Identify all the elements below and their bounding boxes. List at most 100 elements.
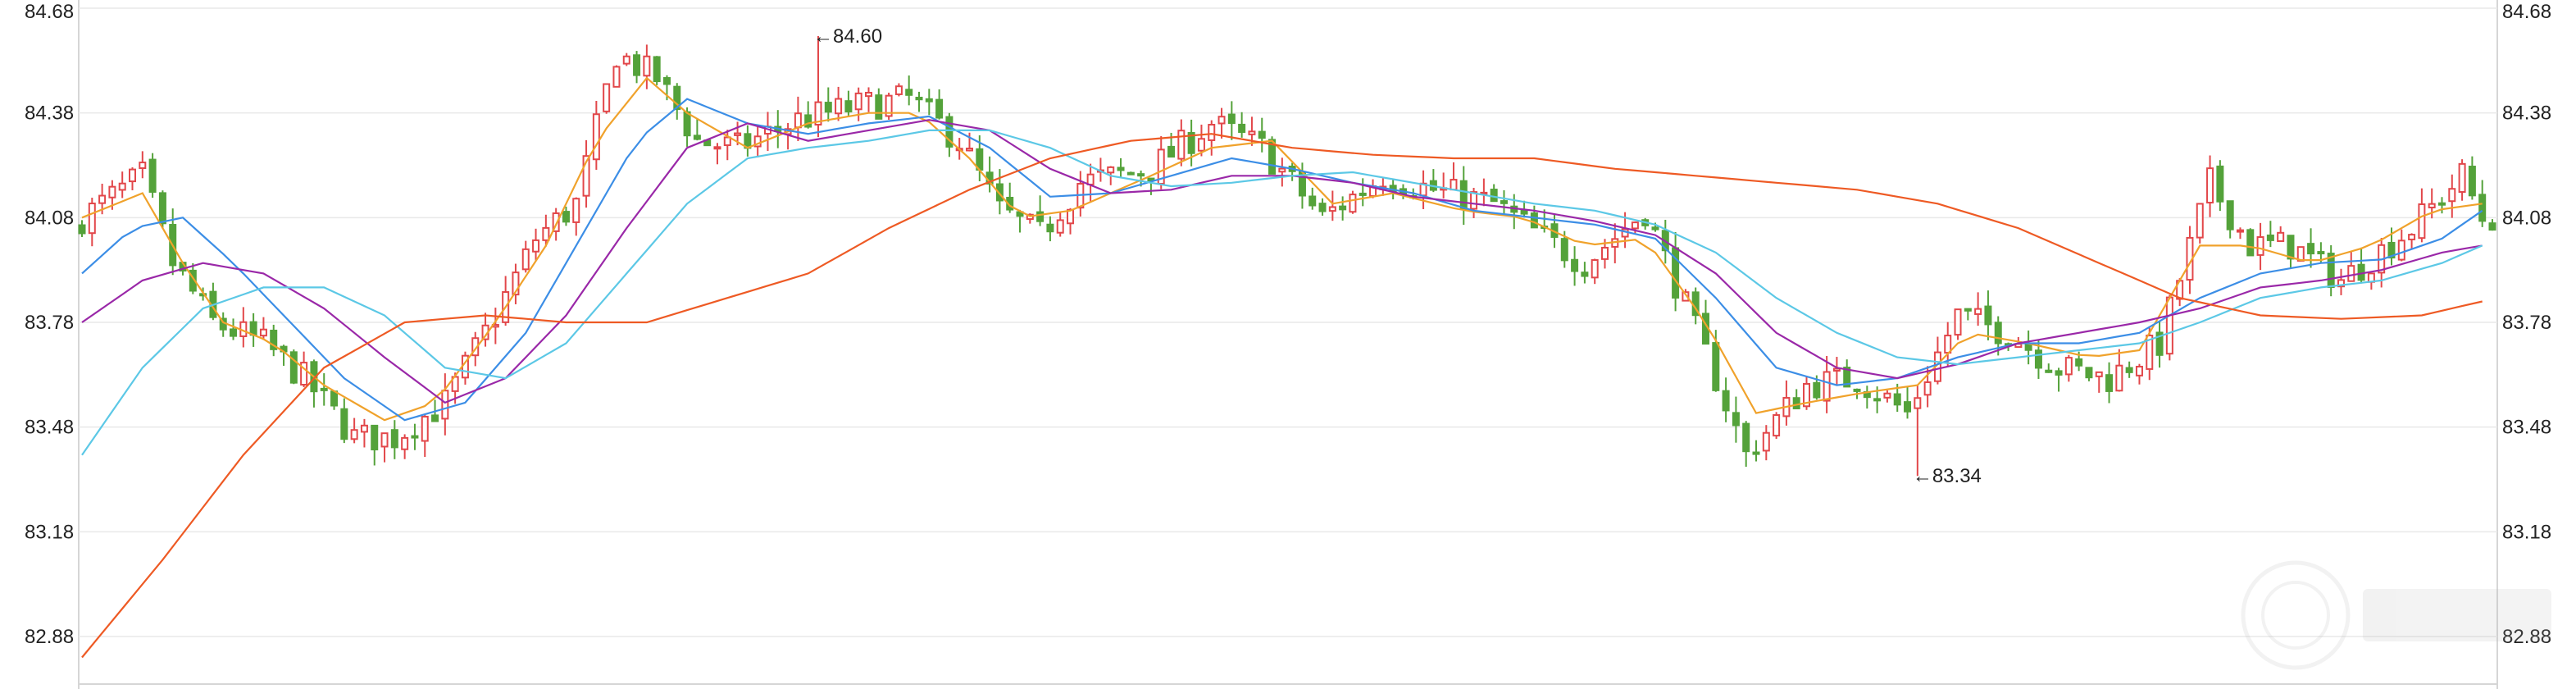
candle — [461, 351, 469, 385]
candle-body-down — [330, 390, 339, 407]
y-tick-label-right: 84.38 — [2502, 103, 2551, 125]
y-tick-label-right: 84.68 — [2502, 1, 2551, 23]
candle-body-up — [1954, 308, 1962, 336]
candle — [2055, 367, 2063, 392]
candle-body-up — [885, 94, 893, 117]
candle-body-up — [108, 185, 116, 198]
candle-body-down — [1238, 123, 1246, 133]
candle — [360, 418, 368, 448]
candle — [2064, 354, 2073, 382]
candle-body-up — [1248, 130, 1256, 135]
candle-body-up — [603, 83, 611, 112]
candle — [794, 96, 802, 142]
candle — [330, 390, 339, 410]
candle-body-down — [1873, 398, 1882, 402]
candle-body-up — [380, 432, 389, 448]
candle-body-up — [421, 415, 429, 442]
candle — [532, 228, 540, 261]
candle — [219, 312, 227, 337]
candle — [875, 88, 883, 120]
candle-body-down — [2287, 235, 2295, 260]
candle — [814, 36, 822, 138]
candle — [209, 282, 217, 321]
candle — [2146, 326, 2154, 381]
candle-body-down — [249, 321, 257, 336]
candle — [2135, 363, 2143, 385]
candle-body-down — [1167, 145, 1176, 158]
candle-body-up — [1217, 116, 1226, 125]
candle-body-up — [552, 212, 560, 232]
y-tick-label-left: 83.48 — [25, 417, 74, 439]
y-tick-label-right: 83.78 — [2502, 312, 2551, 334]
candle-body-down — [905, 89, 913, 96]
candle-body-down — [148, 158, 157, 193]
candle — [148, 153, 157, 198]
candle — [1742, 421, 1750, 468]
moving-average-line — [81, 119, 2483, 404]
candle-body-down — [1137, 173, 1145, 177]
candle-body-down — [2226, 200, 2234, 230]
candle-body-up — [360, 424, 368, 433]
candle — [2125, 361, 2133, 378]
candle-body-up — [622, 55, 630, 65]
candle — [753, 125, 762, 157]
candle — [1954, 308, 1962, 340]
candle-body-down — [2024, 343, 2032, 351]
candle — [2307, 228, 2315, 268]
candle — [723, 130, 731, 161]
candle — [945, 112, 953, 157]
y-tick-label-left: 83.78 — [25, 312, 74, 334]
candle — [1571, 246, 1579, 286]
candle — [1933, 336, 1941, 385]
candle — [320, 373, 328, 406]
candle-body-up — [2256, 236, 2264, 256]
candle — [824, 87, 832, 122]
candle — [1732, 396, 1740, 443]
candle-body-down — [2478, 194, 2487, 222]
candle-body-up — [2115, 364, 2123, 392]
candle — [2448, 174, 2456, 218]
moving-average-lines — [81, 76, 2483, 659]
candle-body-down — [1459, 180, 1468, 210]
y-tick-label-right: 84.08 — [2502, 207, 2551, 229]
candle — [905, 75, 913, 106]
candle-body-down — [1339, 205, 1347, 211]
candle — [1974, 292, 1982, 326]
candle — [985, 156, 994, 193]
candle-body-up — [521, 248, 530, 271]
candle-body-down — [2437, 202, 2446, 206]
candle-body-down — [1813, 381, 1821, 399]
candle-body-down — [1227, 113, 1236, 125]
candles — [78, 36, 2496, 477]
candle — [1349, 190, 1357, 214]
candle — [350, 418, 358, 444]
candle-body-up — [350, 429, 358, 440]
candle-body-down — [2045, 369, 2053, 373]
candle — [1782, 380, 1791, 426]
candle — [1480, 178, 1488, 207]
candle — [1006, 182, 1014, 213]
candle-body-down — [289, 351, 298, 384]
candle — [1843, 359, 1851, 388]
candle-body-up — [2146, 335, 2154, 370]
candle-body-up — [1773, 413, 1781, 437]
candle-body-up — [723, 136, 731, 147]
candle-body-down — [2317, 251, 2325, 255]
candle — [1832, 357, 1841, 386]
candle-body-up — [2458, 162, 2466, 194]
y-tick-label-left: 83.18 — [25, 521, 74, 543]
candle-body-up — [1823, 371, 1831, 402]
candle — [380, 432, 389, 463]
candle-body-up — [1591, 259, 1599, 279]
candle-body-up — [2095, 371, 2103, 377]
candle-body-up — [2397, 240, 2405, 261]
candle-body-up — [753, 135, 762, 148]
candle-body-down — [2387, 241, 2396, 259]
candle — [2216, 160, 2224, 212]
candle-body-up — [1349, 194, 1357, 213]
candle — [1752, 440, 1760, 462]
candle — [289, 349, 298, 385]
candle-body-up — [734, 132, 742, 136]
candle-body-down — [1984, 305, 1992, 326]
candle-body-up — [2428, 203, 2436, 208]
